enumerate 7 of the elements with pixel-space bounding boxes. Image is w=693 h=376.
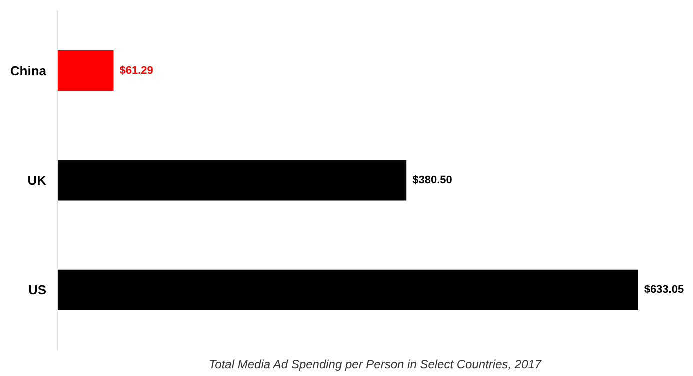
data-label: $61.29 (120, 64, 154, 77)
data-label: $633.05 (644, 284, 684, 296)
y-tick-label: US (28, 282, 47, 298)
text: Total Media Ad Spending per Person in Select Countries, 2017 (208, 358, 543, 372)
data-label: $380.50 (412, 174, 452, 186)
y-tick-label: China (10, 63, 48, 78)
y-tick-label: UK (28, 173, 48, 188)
